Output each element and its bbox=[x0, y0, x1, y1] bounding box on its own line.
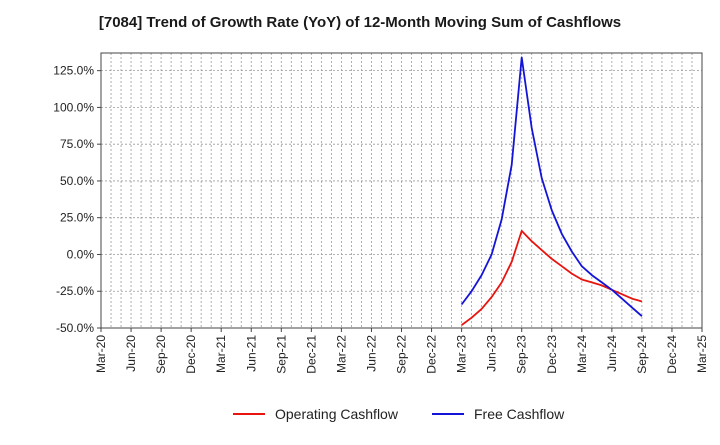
y-tick-label: -50.0% bbox=[56, 321, 94, 335]
y-tick-label: 0.0% bbox=[67, 247, 95, 261]
series-line-free-cashflow bbox=[460, 56, 643, 317]
x-tick-label: Jun-20 bbox=[124, 335, 138, 372]
x-tick-label: Dec-24 bbox=[665, 335, 679, 374]
x-tick-label: Jun-23 bbox=[485, 335, 499, 372]
y-tick-label: 50.0% bbox=[60, 174, 94, 188]
x-tick-label: Mar-22 bbox=[334, 335, 348, 373]
y-tick-label: 75.0% bbox=[60, 137, 94, 151]
x-tick-label: Sep-21 bbox=[274, 335, 288, 374]
x-tick-label: Jun-22 bbox=[364, 335, 378, 372]
x-tick-label: Mar-20 bbox=[94, 335, 108, 373]
chart-title: [7084] Trend of Growth Rate (YoY) of 12-… bbox=[98, 14, 622, 31]
legend: Operating Cashflow Free Cashflow bbox=[233, 406, 565, 422]
x-tick-label: Dec-21 bbox=[304, 335, 318, 374]
y-tick-label: 25.0% bbox=[60, 211, 94, 225]
y-axis: 125.0% 100.0% 75.0% 50.0% 25.0% 0.0% -25.0% -50… bbox=[53, 64, 101, 335]
x-tick-label: Sep-22 bbox=[395, 335, 409, 374]
x-tick-label: Mar-21 bbox=[214, 335, 228, 373]
grid bbox=[101, 53, 702, 329]
series bbox=[460, 56, 643, 326]
legend-label: Free Cashflow bbox=[474, 406, 565, 422]
x-axis: Mar-20 Jun-20 Sep-20 Dec-20 Mar-21 Jun-21 Sep-… bbox=[94, 328, 709, 374]
x-tick-label: Mar-25 bbox=[695, 335, 709, 373]
y-tick-label: 125.0% bbox=[53, 64, 94, 78]
x-tick-label: Mar-23 bbox=[455, 335, 469, 373]
x-tick-label: Sep-20 bbox=[154, 335, 168, 374]
x-tick-label: Dec-20 bbox=[184, 335, 198, 374]
legend-label: Operating Cashflow bbox=[275, 406, 399, 422]
x-tick-label: Sep-24 bbox=[635, 335, 649, 374]
x-tick-label: Jun-24 bbox=[605, 335, 619, 372]
x-tick-label: Sep-23 bbox=[515, 335, 529, 374]
x-tick-label: Jun-21 bbox=[244, 335, 258, 372]
y-tick-label: 100.0% bbox=[53, 100, 94, 114]
y-tick-label: -25.0% bbox=[56, 284, 94, 298]
x-tick-label: Mar-24 bbox=[575, 335, 589, 373]
x-tick-label: Dec-22 bbox=[425, 335, 439, 374]
x-tick-label: Dec-23 bbox=[545, 335, 559, 374]
